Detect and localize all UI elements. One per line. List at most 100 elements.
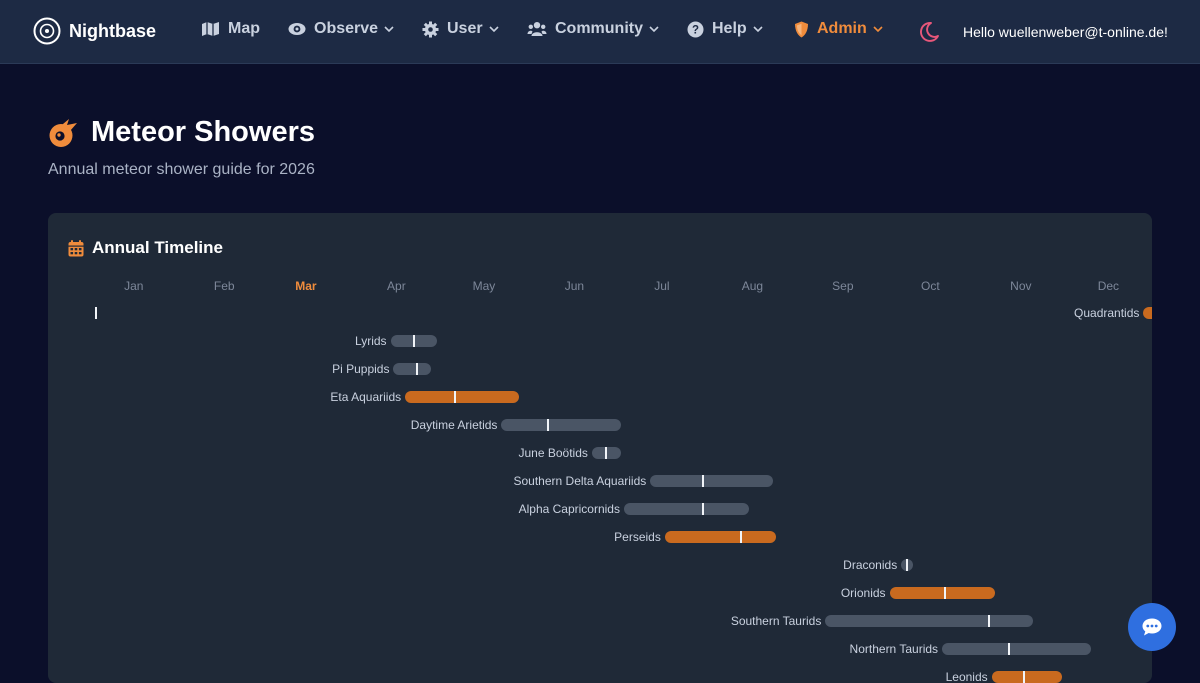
shower-name: Eta Aquariids xyxy=(330,390,402,404)
shower-activity-bar-wrap[interactable] xyxy=(90,307,122,319)
month-label-nov: Nov xyxy=(1010,279,1032,293)
month-label-apr: Apr xyxy=(387,279,406,293)
month-label-aug: Aug xyxy=(741,279,764,293)
nav-help[interactable]: ? Help xyxy=(687,20,763,38)
shower-activity-bar[interactable] xyxy=(991,671,1062,683)
month-label-oct: Oct xyxy=(921,279,940,293)
shower-peak-marker xyxy=(1008,643,1011,655)
chat-button[interactable] xyxy=(1128,603,1176,651)
nav-map-label: Map xyxy=(228,20,260,37)
shield-icon xyxy=(795,21,808,37)
page-heading: Meteor Showers xyxy=(91,116,315,148)
shower-activity-bar[interactable] xyxy=(393,363,432,375)
chevron-down-icon xyxy=(753,25,763,32)
theme-toggle-button[interactable] xyxy=(918,21,940,48)
shower-activity-bar[interactable] xyxy=(390,335,438,347)
shower-peak-marker xyxy=(701,475,704,487)
shower-activity-bar[interactable] xyxy=(591,447,622,459)
shower-activity-bar[interactable] xyxy=(501,419,622,431)
svg-text:?: ? xyxy=(692,24,699,36)
shower-activity-bar[interactable] xyxy=(1143,307,1152,319)
shower-row[interactable]: Northern Taurids xyxy=(48,641,1152,657)
users-icon xyxy=(527,22,547,36)
shower-peak-marker xyxy=(1022,671,1025,683)
shower-activity-bar[interactable] xyxy=(901,559,913,571)
shower-peak-marker xyxy=(94,307,97,319)
shower-row[interactable]: Perseids xyxy=(48,529,1152,545)
shower-row[interactable]: Orionids xyxy=(48,585,1152,601)
nav-community[interactable]: Community xyxy=(527,20,659,38)
month-label-may: May xyxy=(472,279,496,293)
shower-peak-marker xyxy=(906,559,909,571)
month-label-jul: Jul xyxy=(654,279,670,293)
chat-icon xyxy=(1142,618,1162,636)
shower-row[interactable]: Daytime Arietids xyxy=(48,417,1152,433)
shower-name: June Boötids xyxy=(518,446,588,460)
calendar-icon xyxy=(68,239,84,256)
month-label-sep: Sep xyxy=(832,279,854,293)
chevron-down-icon xyxy=(649,25,659,32)
shower-peak-marker xyxy=(453,391,456,403)
shower-row[interactable]: June Boötids xyxy=(48,445,1152,461)
nav-admin[interactable]: Admin xyxy=(794,20,883,38)
chevron-down-icon xyxy=(489,25,499,32)
shower-row[interactable]: Draconids xyxy=(48,557,1152,573)
card-title: Annual Timeline xyxy=(92,238,223,257)
shower-activity-bar[interactable] xyxy=(405,391,519,403)
shower-activity-bar[interactable] xyxy=(889,587,995,599)
shower-name: Pi Puppids xyxy=(332,362,390,376)
top-navbar: Nightbase Map Observe xyxy=(0,0,1200,64)
nav-community-label: Community xyxy=(555,20,643,37)
shower-name: Leonids xyxy=(945,670,988,683)
nav-admin-label: Admin xyxy=(817,20,867,37)
shower-peak-marker xyxy=(943,587,946,599)
brand-name: Nightbase xyxy=(69,20,157,41)
month-label-jun: Jun xyxy=(564,279,585,293)
shower-row[interactable]: Lyrids xyxy=(48,333,1152,349)
shower-activity-bar[interactable] xyxy=(825,615,1033,627)
shower-activity-bar[interactable] xyxy=(664,531,776,543)
shower-name: Draconids xyxy=(843,558,898,572)
gear-icon xyxy=(422,21,439,37)
shower-row[interactable]: Eta Aquariids xyxy=(48,389,1152,405)
question-icon: ? xyxy=(687,21,704,37)
nav-user[interactable]: User xyxy=(422,20,499,38)
nav-observe[interactable]: Observe xyxy=(288,20,394,38)
shower-peak-marker xyxy=(987,615,990,627)
shower-peak-marker xyxy=(739,531,742,543)
shower-name: Southern Taurids xyxy=(730,614,822,628)
shower-row[interactable]: Leonids xyxy=(48,669,1152,683)
shower-row[interactable]: Alpha Capricornids xyxy=(48,501,1152,517)
page-subtitle: Annual meteor shower guide for 2026 xyxy=(48,161,315,178)
shower-name: Southern Delta Aquariids xyxy=(513,474,647,488)
nav-user-label: User xyxy=(447,20,483,37)
month-label-mar: Mar xyxy=(295,279,317,293)
eye-icon xyxy=(288,23,306,35)
shower-name: Daytime Arietids xyxy=(410,418,498,432)
month-label-feb: Feb xyxy=(213,279,235,293)
shower-name: Northern Taurids xyxy=(849,642,939,656)
shower-peak-marker xyxy=(412,335,415,347)
shower-activity-bar[interactable] xyxy=(942,643,1091,655)
page-title: Meteor Showers xyxy=(48,116,315,149)
shower-row[interactable]: Southern Taurids xyxy=(48,613,1152,629)
shower-name: Lyrids xyxy=(354,334,387,348)
nav-map[interactable]: Map xyxy=(201,20,260,38)
nav-help-label: Help xyxy=(712,20,747,37)
shower-name: Perseids xyxy=(614,530,661,544)
month-label-jan: Jan xyxy=(124,279,144,293)
chevron-down-icon xyxy=(384,25,394,32)
logo-icon xyxy=(33,17,61,45)
moon-icon xyxy=(920,22,939,42)
shower-row[interactable]: Southern Delta Aquariids xyxy=(48,473,1152,489)
shower-name: Alpha Capricornids xyxy=(518,502,620,516)
shower-activity-bar[interactable] xyxy=(623,503,750,515)
month-label-dec: Dec xyxy=(1097,279,1120,293)
shower-row[interactable]: Pi Puppids xyxy=(48,361,1152,377)
brand-link[interactable]: Nightbase xyxy=(33,17,156,45)
user-greeting[interactable]: Hello wuellenweber@t-online.de! xyxy=(963,24,1168,40)
shower-activity-bar[interactable] xyxy=(650,475,773,487)
shower-name: Quadrantids xyxy=(1074,306,1140,320)
shower-peak-marker xyxy=(547,419,550,431)
shower-row[interactable]: Quadrantids xyxy=(48,305,1152,321)
